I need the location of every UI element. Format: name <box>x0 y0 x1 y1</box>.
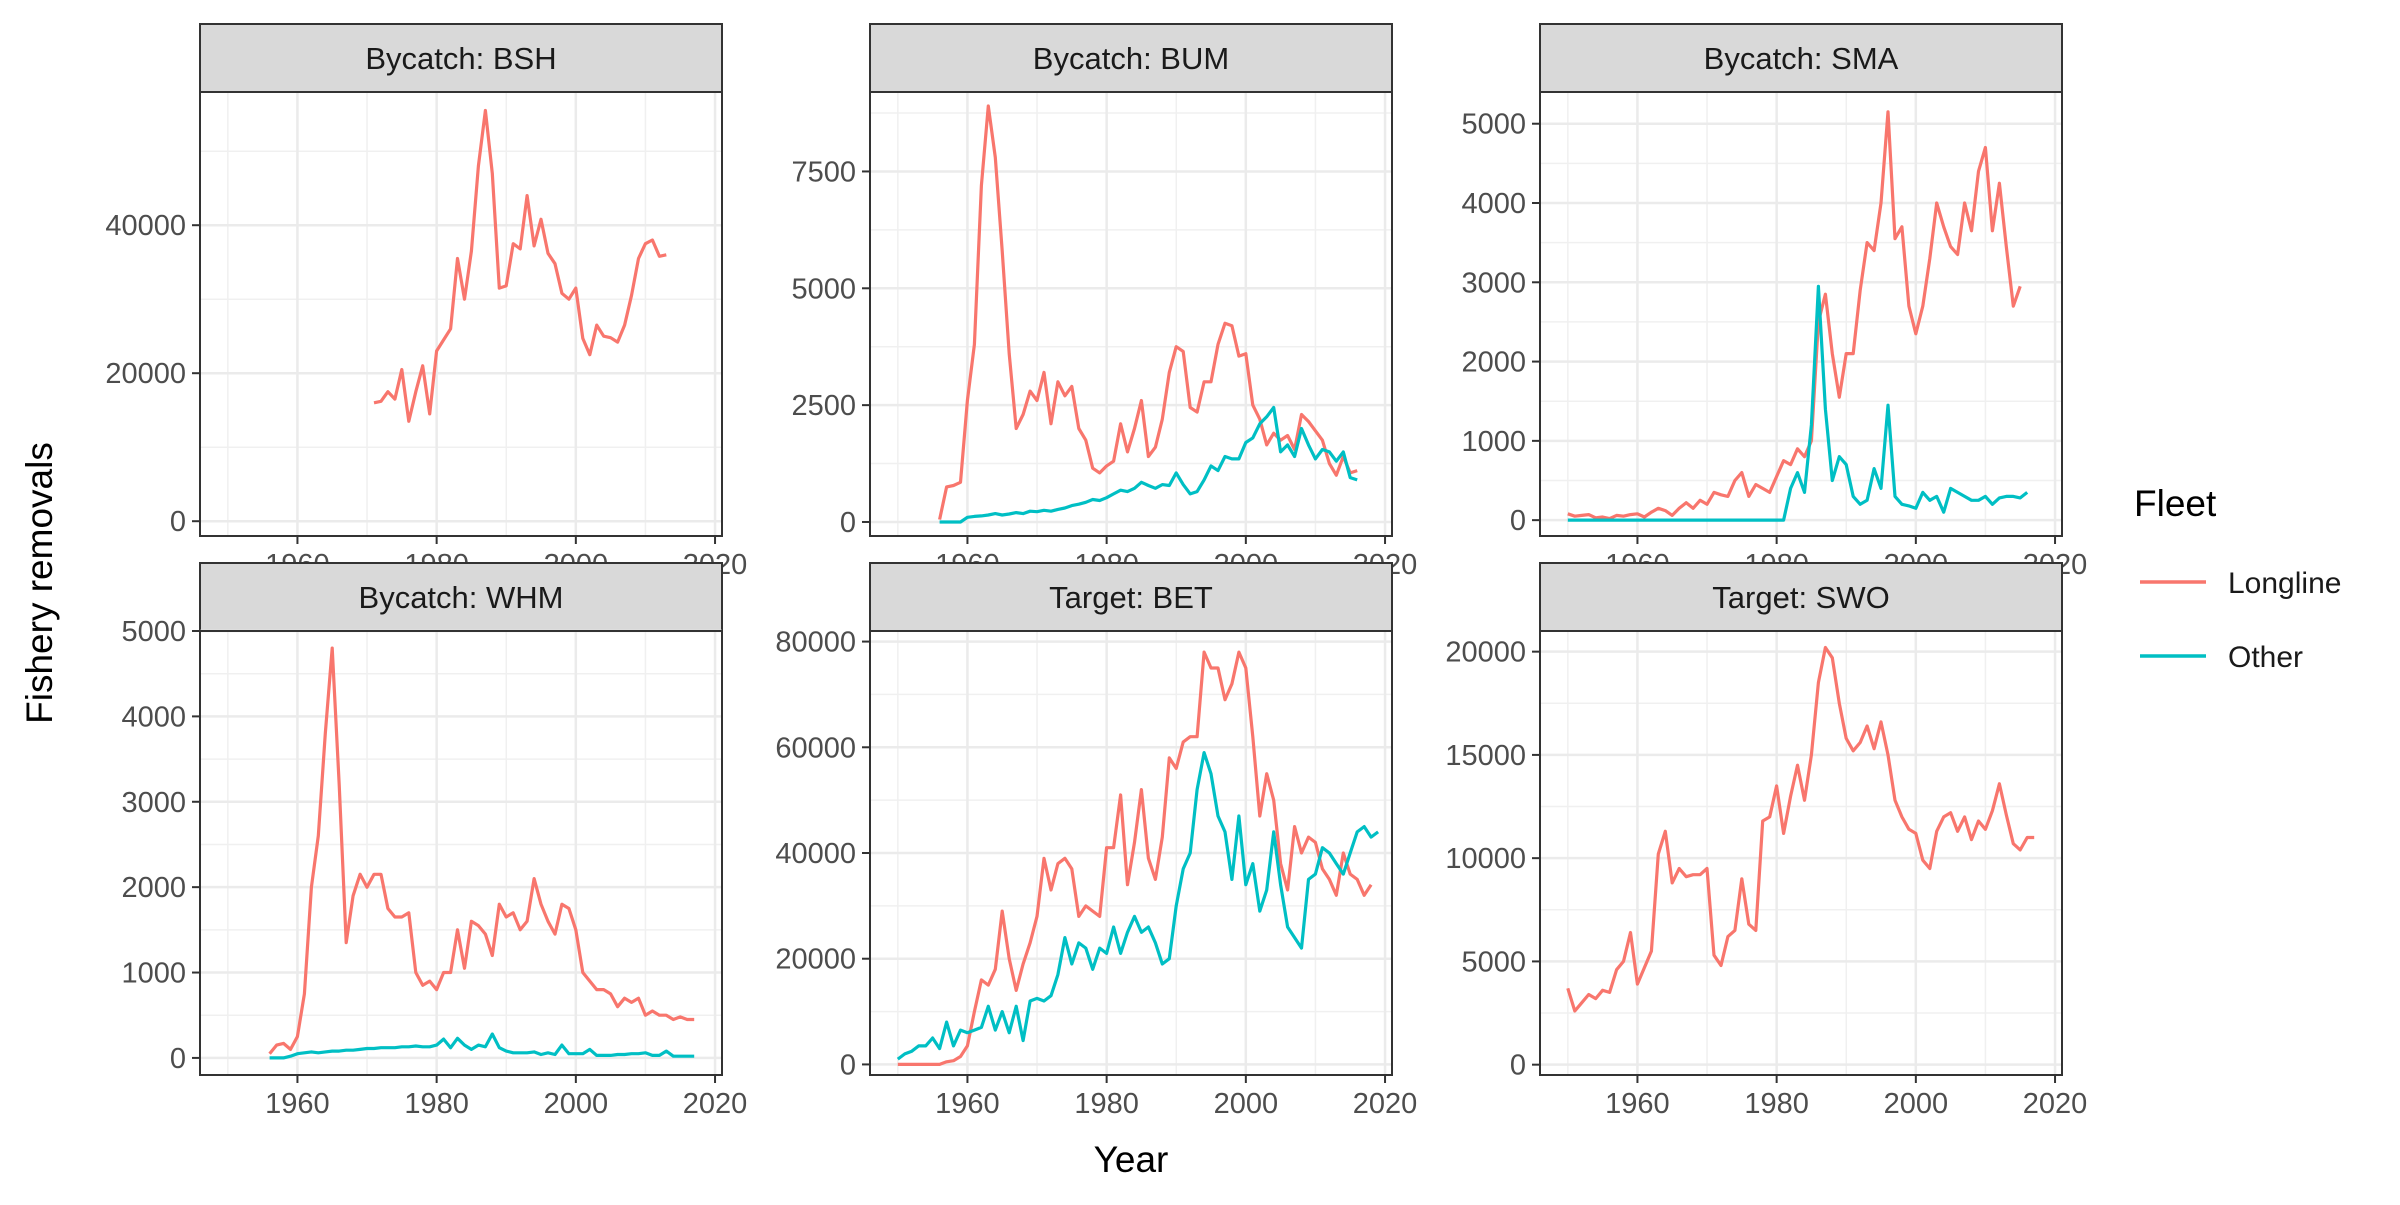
y-tick-label: 15000 <box>1445 740 1526 772</box>
panel-strip <box>199 23 723 93</box>
legend-label-other: Other <box>2228 641 2303 674</box>
series-line-other <box>896 751 1380 1061</box>
series-line-other <box>1567 284 2029 522</box>
series-line-longline <box>373 108 667 423</box>
panel-border <box>1539 630 2063 1076</box>
y-tick-label: 2500 <box>791 390 856 422</box>
panel-title: Bycatch: BUM <box>1033 41 1229 76</box>
panel-strip <box>869 23 1393 93</box>
legend-title: Fleet <box>2134 483 2217 524</box>
y-tick-label: 1000 <box>1461 426 1526 458</box>
x-tick-label: 1960 <box>1605 1088 1670 1120</box>
x-tick-label: 2000 <box>544 1088 609 1120</box>
y-tick-label: 1000 <box>121 958 186 990</box>
y-tick-label: 4000 <box>121 701 186 733</box>
y-tick-label: 10000 <box>1445 843 1526 875</box>
x-tick-label: 1980 <box>404 1088 469 1120</box>
y-tick-label: 20000 <box>775 944 856 976</box>
y-axis-title: Fishery removals <box>19 442 60 724</box>
y-tick-label: 60000 <box>775 732 856 764</box>
y-tick-label: 0 <box>1510 505 1526 537</box>
x-tick-label: 2000 <box>1214 1088 1279 1120</box>
x-tick-label: 1960 <box>265 1088 330 1120</box>
x-tick-label: 2020 <box>683 1088 748 1120</box>
y-tick-label: 40000 <box>775 838 856 870</box>
x-tick-label: 1980 <box>1744 1088 1809 1120</box>
panel-border <box>869 91 1393 537</box>
series-line-longline <box>897 650 1373 1066</box>
series-line-longline <box>1567 110 2022 521</box>
panel-strip <box>199 562 723 632</box>
panel-title: Bycatch: SMA <box>1704 41 1899 76</box>
series-line-other <box>939 405 1358 524</box>
x-axis-title: Year <box>1094 1139 1169 1180</box>
y-tick-label: 0 <box>840 507 856 539</box>
x-tick-label: 1960 <box>935 1088 1000 1120</box>
legend-label-longline: Longline <box>2228 567 2341 600</box>
y-tick-label: 0 <box>170 1043 186 1075</box>
plot-background <box>1540 92 2062 536</box>
y-tick-label: 3000 <box>121 787 186 819</box>
y-tick-label: 5000 <box>1461 946 1526 978</box>
y-tick-label: 2000 <box>121 872 186 904</box>
y-tick-label: 0 <box>170 506 186 538</box>
y-tick-label: 5000 <box>791 273 856 305</box>
series-line-other <box>269 1032 695 1060</box>
y-tick-label: 0 <box>840 1049 856 1081</box>
y-tick-label: 40000 <box>105 210 186 242</box>
panel-5: Target: BET 0 20000 40000 60000 80000 1960 1980… <box>775 562 1418 1120</box>
x-tick-label: 1980 <box>1074 1088 1139 1120</box>
y-tick-label: 4000 <box>1461 188 1526 220</box>
y-tick-label: 80000 <box>775 627 856 659</box>
panel-1: Bycatch: BSH020000400001960198020002020 <box>105 23 747 581</box>
panel-border <box>1539 91 2063 537</box>
panel-title: Bycatch: WHM <box>359 580 564 615</box>
y-tick-label: 7500 <box>791 156 856 188</box>
x-tick-label: 2020 <box>1353 1088 1418 1120</box>
y-tick-label: 5000 <box>121 616 186 648</box>
y-tick-label: 2000 <box>1461 347 1526 379</box>
panel-3: Bycatch: SMA0100020003000400050001960198… <box>1461 23 2087 581</box>
series-line-longline <box>938 104 1358 520</box>
plot-background <box>870 92 1392 536</box>
panel-4: Bycatch: WHM 0 1000 2000 3000 4000 5000 1960 198… <box>121 562 748 1120</box>
panel-title: Target: BET <box>1049 580 1213 615</box>
y-tick-label: 5000 <box>1461 109 1526 141</box>
series-line-longline <box>1566 645 2035 1013</box>
panel-border <box>199 630 723 1076</box>
panel-title: Target: SWO <box>1712 580 1889 615</box>
panel-2: Bycatch: BUM0250050007500196019802000202… <box>791 23 1417 581</box>
panel-strip <box>869 562 1393 632</box>
x-tick-label: 2020 <box>2023 1088 2088 1120</box>
panel-border <box>199 91 723 537</box>
plot-background <box>1540 631 2062 1075</box>
plot-background <box>200 92 722 536</box>
panel-6: Target: SWO 0 5000 10000 15000 20000 1960 1980 2… <box>1445 562 2088 1120</box>
y-tick-label: 20000 <box>1445 637 1526 669</box>
legend: Fleet Longline Other <box>2134 483 2341 674</box>
panel-title: Bycatch: BSH <box>365 41 556 76</box>
y-tick-label: 20000 <box>105 358 186 390</box>
x-tick-label: 2000 <box>1884 1088 1949 1120</box>
series-line-longline <box>268 646 695 1055</box>
y-tick-label: 0 <box>1510 1050 1526 1082</box>
y-tick-label: 3000 <box>1461 267 1526 299</box>
